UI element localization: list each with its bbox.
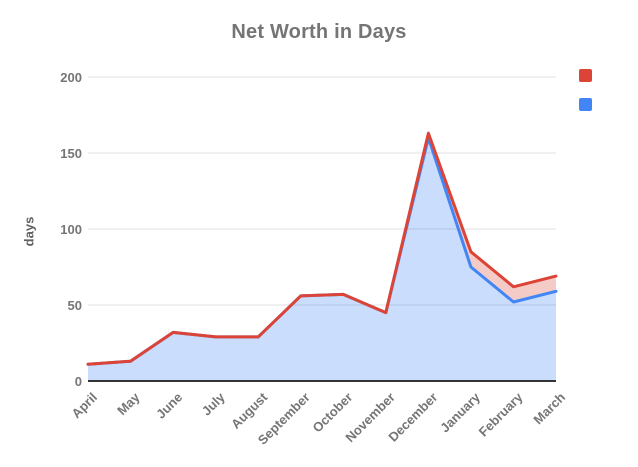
legend xyxy=(579,69,592,111)
y-axis-tick-label: 100 xyxy=(60,222,82,237)
x-axis-label-april: April xyxy=(69,390,101,422)
x-axis-label-august: August xyxy=(228,389,271,432)
blue-series-area xyxy=(88,137,556,381)
x-axis-label-july: July xyxy=(199,389,229,419)
x-axis-label-may: May xyxy=(114,389,143,418)
legend-swatch-series-2[interactable] xyxy=(579,98,592,111)
red-series-line[interactable] xyxy=(86,131,558,366)
y-axis-tick-label: 200 xyxy=(60,70,82,85)
y-axis-tick-label: 50 xyxy=(68,298,82,313)
legend-swatch-series-1[interactable] xyxy=(579,69,592,82)
x-axis-label-june: June xyxy=(153,390,185,422)
x-axis-label-march: March xyxy=(530,389,568,427)
x-axis-label-february: February xyxy=(476,389,526,439)
y-axis-tick-label: 0 xyxy=(75,374,82,389)
chart-title: Net Worth in Days xyxy=(231,21,407,43)
y-axis-tick-label: 150 xyxy=(60,146,82,161)
